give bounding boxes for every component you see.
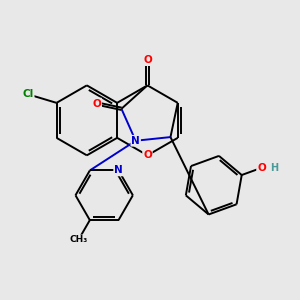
Text: O: O	[257, 163, 266, 173]
Text: N: N	[114, 165, 123, 176]
Text: O: O	[92, 98, 101, 109]
Text: N: N	[131, 136, 140, 146]
Text: CH₃: CH₃	[69, 235, 88, 244]
Text: H: H	[270, 163, 278, 173]
Text: Cl: Cl	[22, 89, 34, 99]
Text: O: O	[143, 150, 152, 160]
Text: O: O	[143, 55, 152, 65]
